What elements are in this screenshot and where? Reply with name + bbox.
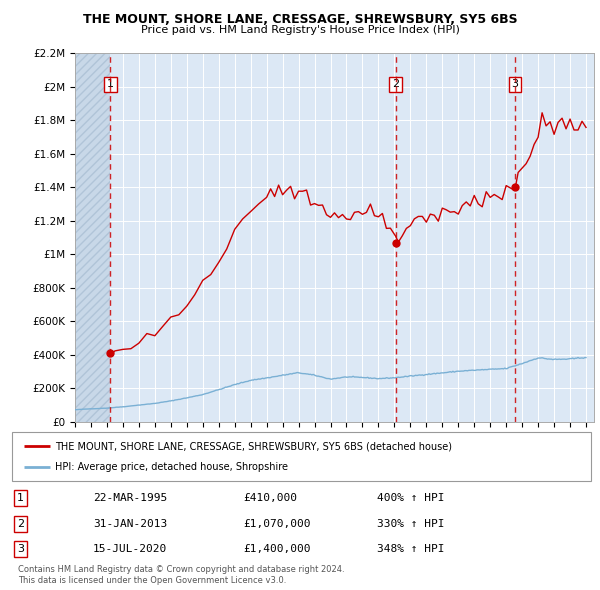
Text: £410,000: £410,000 bbox=[244, 493, 298, 503]
Text: HPI: Average price, detached house, Shropshire: HPI: Average price, detached house, Shro… bbox=[55, 463, 289, 473]
Text: £1,070,000: £1,070,000 bbox=[244, 519, 311, 529]
Text: 3: 3 bbox=[17, 544, 24, 554]
Bar bbox=[75, 53, 110, 422]
Text: 2: 2 bbox=[17, 519, 24, 529]
Text: 330% ↑ HPI: 330% ↑ HPI bbox=[377, 519, 444, 529]
Text: 1: 1 bbox=[107, 80, 114, 90]
Text: THE MOUNT, SHORE LANE, CRESSAGE, SHREWSBURY, SY5 6BS: THE MOUNT, SHORE LANE, CRESSAGE, SHREWSB… bbox=[83, 13, 517, 26]
Text: THE MOUNT, SHORE LANE, CRESSAGE, SHREWSBURY, SY5 6BS (detached house): THE MOUNT, SHORE LANE, CRESSAGE, SHREWSB… bbox=[55, 441, 452, 451]
FancyBboxPatch shape bbox=[12, 432, 591, 481]
Text: 3: 3 bbox=[511, 80, 518, 90]
Text: Contains HM Land Registry data © Crown copyright and database right 2024.
This d: Contains HM Land Registry data © Crown c… bbox=[18, 565, 344, 585]
Text: 348% ↑ HPI: 348% ↑ HPI bbox=[377, 544, 444, 554]
Text: 22-MAR-1995: 22-MAR-1995 bbox=[93, 493, 167, 503]
Text: £1,400,000: £1,400,000 bbox=[244, 544, 311, 554]
Text: 400% ↑ HPI: 400% ↑ HPI bbox=[377, 493, 444, 503]
Text: 1: 1 bbox=[17, 493, 24, 503]
Text: 2: 2 bbox=[392, 80, 399, 90]
Text: 15-JUL-2020: 15-JUL-2020 bbox=[93, 544, 167, 554]
Text: 31-JAN-2013: 31-JAN-2013 bbox=[93, 519, 167, 529]
Text: Price paid vs. HM Land Registry's House Price Index (HPI): Price paid vs. HM Land Registry's House … bbox=[140, 25, 460, 35]
